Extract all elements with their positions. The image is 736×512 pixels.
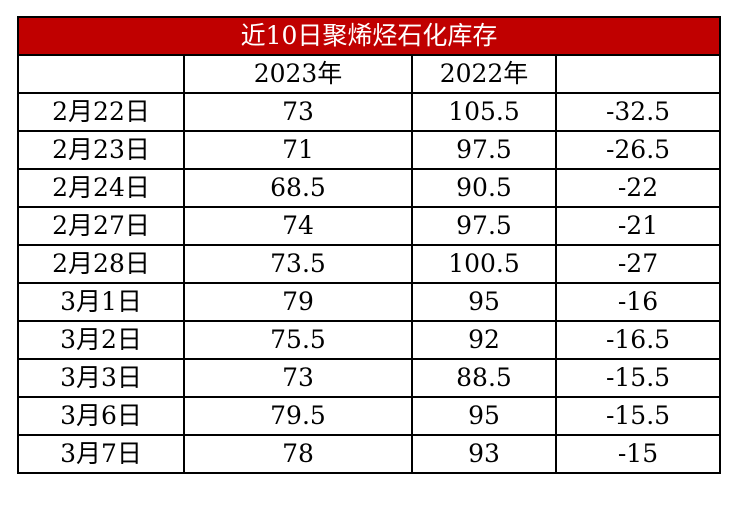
- table-title: 近10日聚烯烃石化库存: [17, 16, 721, 56]
- value-cell: 88.5: [411, 358, 557, 398]
- value-cell: 73: [183, 358, 413, 398]
- value-cell: 105.5: [411, 92, 557, 132]
- value-cell: 68.5: [183, 168, 413, 208]
- header-cell: 2022年: [411, 54, 557, 94]
- date-cell: 2月23日: [17, 130, 185, 170]
- value-cell: 90.5: [411, 168, 557, 208]
- date-cell: 3月6日: [17, 396, 185, 436]
- value-cell: 71: [183, 130, 413, 170]
- value-cell: 95: [411, 396, 557, 436]
- value-cell: -16: [555, 282, 721, 322]
- value-cell: 73.5: [183, 244, 413, 284]
- value-cell: -15.5: [555, 358, 721, 398]
- data-row: 3月3日 73 88.5 -15.5: [17, 358, 721, 398]
- header-row: 2023年 2022年: [17, 54, 721, 94]
- value-cell: 74: [183, 206, 413, 246]
- header-cell: [555, 54, 721, 94]
- value-cell: 75.5: [183, 320, 413, 360]
- value-cell: 79.5: [183, 396, 413, 436]
- date-cell: 3月7日: [17, 434, 185, 474]
- value-cell: -32.5: [555, 92, 721, 132]
- header-cell: 2023年: [183, 54, 413, 94]
- value-cell: -26.5: [555, 130, 721, 170]
- date-cell: 3月2日: [17, 320, 185, 360]
- date-cell: 2月22日: [17, 92, 185, 132]
- value-cell: 92: [411, 320, 557, 360]
- data-row: 3月2日 75.5 92 -16.5: [17, 320, 721, 360]
- data-row: 2月22日 73 105.5 -32.5: [17, 92, 721, 132]
- value-cell: 97.5: [411, 206, 557, 246]
- inventory-table: 近10日聚烯烃石化库存 2023年 2022年 2月22日 73 105.5 -32.…: [17, 16, 721, 474]
- value-cell: 78: [183, 434, 413, 474]
- data-row: 3月6日 79.5 95 -15.5: [17, 396, 721, 436]
- data-row: 3月7日 78 93 -15: [17, 434, 721, 474]
- data-row: 3月1日 79 95 -16: [17, 282, 721, 322]
- data-row: 2月28日 73.5 100.5 -27: [17, 244, 721, 284]
- header-cell: [17, 54, 185, 94]
- date-cell: 2月24日: [17, 168, 185, 208]
- value-cell: 97.5: [411, 130, 557, 170]
- value-cell: -15.5: [555, 396, 721, 436]
- value-cell: 95: [411, 282, 557, 322]
- value-cell: 100.5: [411, 244, 557, 284]
- date-cell: 3月3日: [17, 358, 185, 398]
- date-cell: 2月28日: [17, 244, 185, 284]
- value-cell: 73: [183, 92, 413, 132]
- data-row: 2月23日 71 97.5 -26.5: [17, 130, 721, 170]
- value-cell: -21: [555, 206, 721, 246]
- value-cell: -16.5: [555, 320, 721, 360]
- value-cell: -15: [555, 434, 721, 474]
- date-cell: 2月27日: [17, 206, 185, 246]
- value-cell: -22: [555, 168, 721, 208]
- value-cell: 93: [411, 434, 557, 474]
- date-cell: 3月1日: [17, 282, 185, 322]
- title-row: 近10日聚烯烃石化库存: [17, 16, 721, 56]
- value-cell: -27: [555, 244, 721, 284]
- data-row: 2月24日 68.5 90.5 -22: [17, 168, 721, 208]
- value-cell: 79: [183, 282, 413, 322]
- data-row: 2月27日 74 97.5 -21: [17, 206, 721, 246]
